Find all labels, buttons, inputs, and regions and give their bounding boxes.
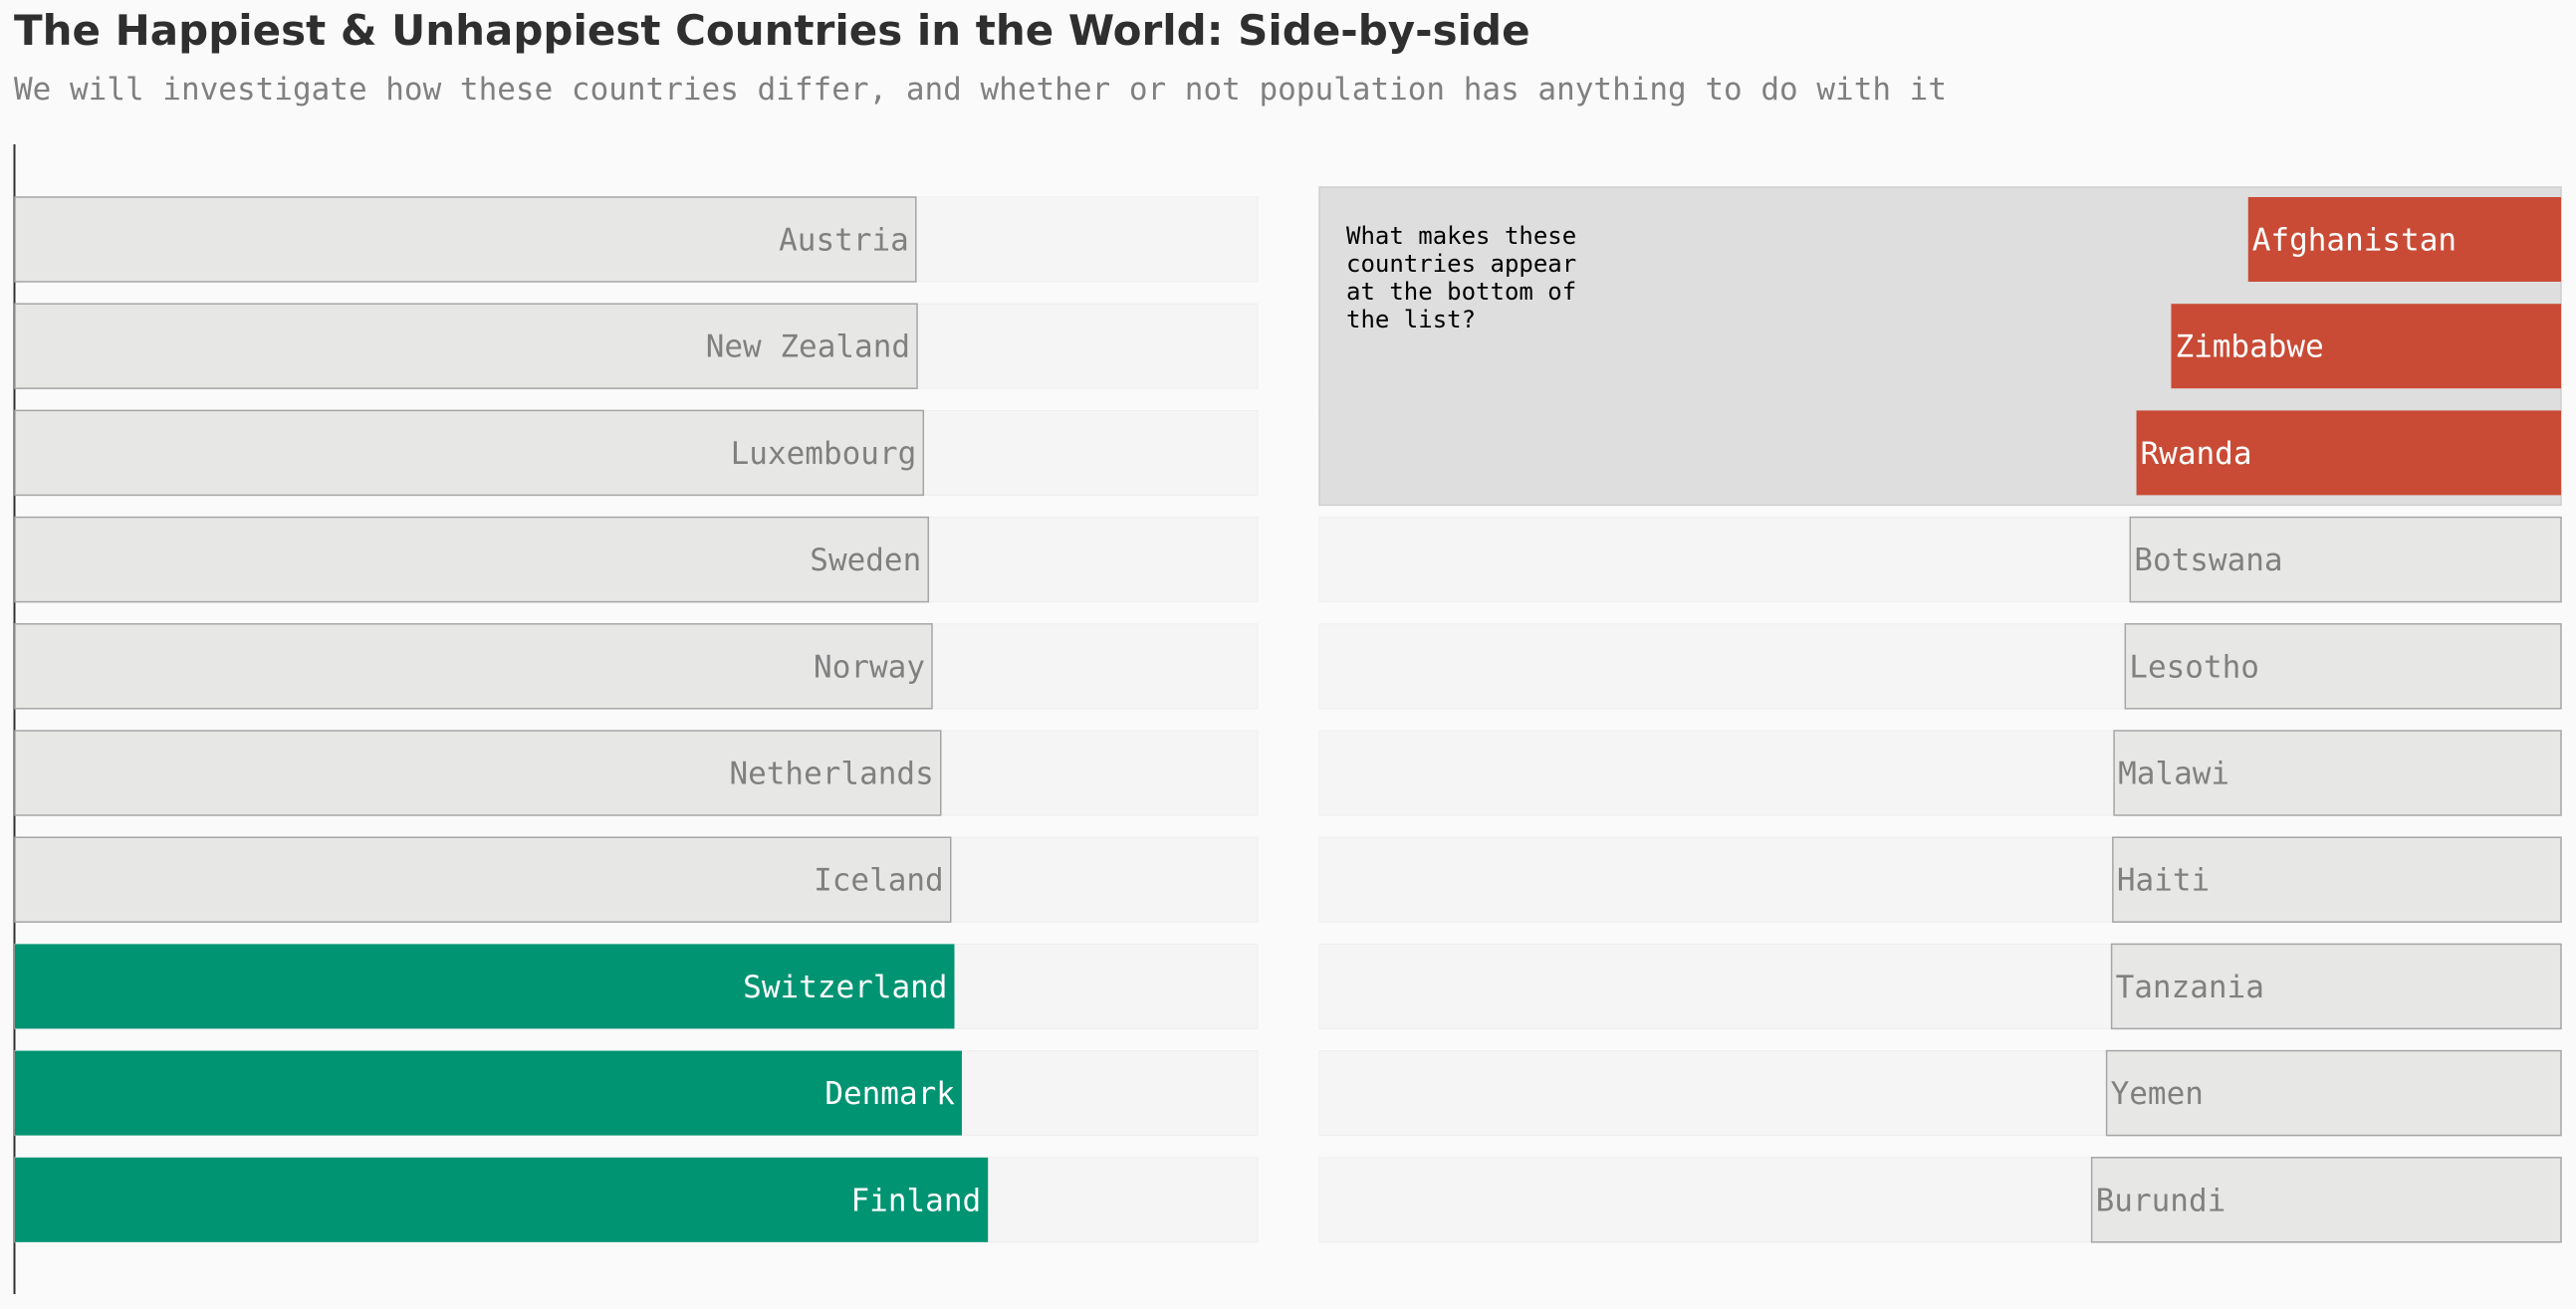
bar-yemen xyxy=(2105,1049,2562,1137)
bar-label-afghanistan: Afghanistan xyxy=(2252,223,2457,259)
bar-switzerland xyxy=(15,944,955,1029)
bar-afghanistan xyxy=(2247,197,2561,282)
bar-rwanda xyxy=(2136,410,2561,496)
bar-iceland xyxy=(14,836,952,923)
bar-austria xyxy=(14,196,917,283)
bar-norway xyxy=(14,623,933,710)
bar-botswana xyxy=(2129,516,2562,603)
bar-label-finland: Finland xyxy=(851,1183,982,1218)
bar-label-austria: Austria xyxy=(779,223,909,259)
bar-label-netherlands: Netherlands xyxy=(729,757,933,792)
bar-haiti xyxy=(2112,836,2562,923)
bar-lesotho xyxy=(2124,623,2562,710)
bar-burundi xyxy=(2090,1157,2562,1243)
bar-finland xyxy=(15,1157,989,1242)
bar-label-norway: Norway xyxy=(814,649,925,685)
bar-zimbabwe xyxy=(2171,304,2561,389)
chart-subtitle: We will investigate how these countries … xyxy=(14,72,1948,108)
bar-label-lesotho: Lesotho xyxy=(2129,649,2259,685)
bar-denmark xyxy=(15,1050,962,1136)
bar-label-tanzania: Tanzania xyxy=(2116,970,2264,1005)
bar-label-rwanda: Rwanda xyxy=(2141,436,2252,472)
bar-sweden xyxy=(14,516,930,603)
bar-netherlands xyxy=(14,730,942,816)
bar-label-yemen: Yemen xyxy=(2111,1076,2204,1112)
bar-label-new-zealand: New Zealand xyxy=(706,329,910,365)
bar-luxembourg xyxy=(14,409,925,497)
bar-label-zimbabwe: Zimbabwe xyxy=(2175,329,2323,365)
bar-label-luxembourg: Luxembourg xyxy=(731,436,917,472)
annotation-line-3: at the bottom of xyxy=(1346,278,1576,306)
bar-new-zealand xyxy=(14,303,918,389)
bar-label-haiti: Haiti xyxy=(2117,863,2210,899)
annotation-line-2: countries appear xyxy=(1346,250,1576,278)
annotation-line-1: What makes these xyxy=(1346,222,1576,250)
bar-label-iceland: Iceland xyxy=(814,863,944,899)
annotation-line-4: the list? xyxy=(1346,306,1476,333)
chart-title: The Happiest & Unhappiest Countries in t… xyxy=(14,6,1530,55)
bar-label-botswana: Botswana xyxy=(2134,543,2282,578)
bar-label-sweden: Sweden xyxy=(810,543,921,578)
bar-label-switzerland: Switzerland xyxy=(743,970,947,1005)
bar-tanzania xyxy=(2110,943,2562,1030)
bar-malawi xyxy=(2113,730,2562,816)
bar-label-malawi: Malawi xyxy=(2118,757,2229,792)
bar-label-burundi: Burundi xyxy=(2096,1183,2226,1218)
bar-label-denmark: Denmark xyxy=(824,1076,955,1112)
